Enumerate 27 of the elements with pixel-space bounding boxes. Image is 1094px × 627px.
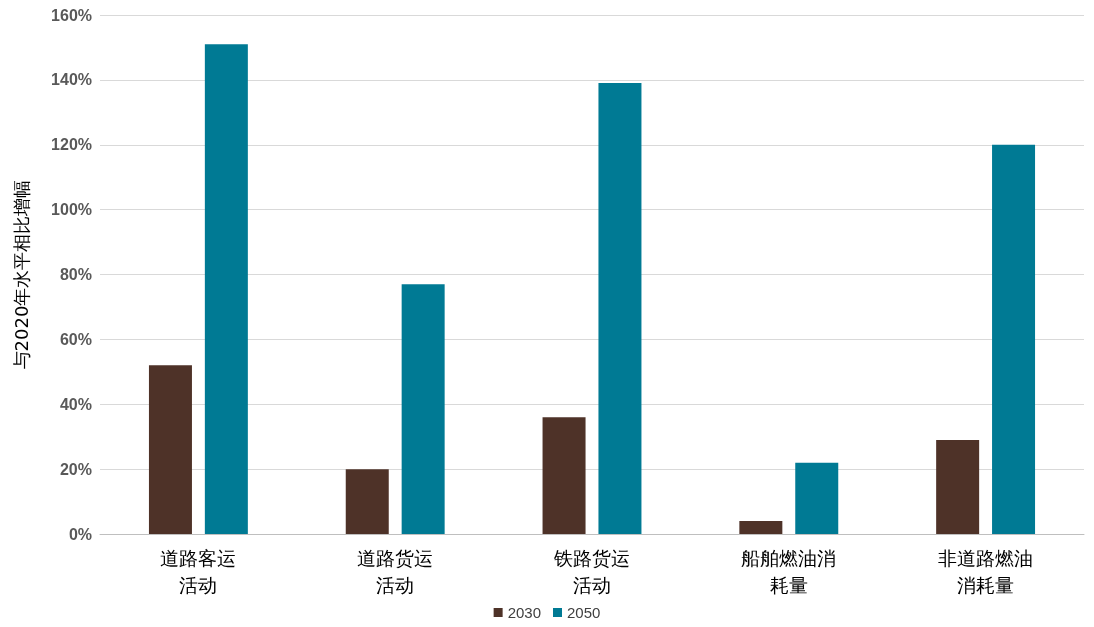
bar	[936, 439, 980, 534]
bar	[345, 469, 389, 534]
bar	[542, 417, 586, 534]
y-tick-label: 20%	[59, 460, 92, 478]
legend-label: 2050	[567, 604, 601, 621]
bar	[739, 521, 783, 534]
y-axis-title: 与2020年水平相比增幅	[10, 179, 32, 370]
bar	[795, 462, 839, 534]
y-tick-label: 60%	[59, 330, 92, 348]
bar	[401, 284, 445, 534]
x-tick-label: 非道路燃油消耗量	[938, 546, 1034, 596]
legend-label: 2030	[507, 604, 542, 621]
y-tick-label: 160%	[51, 6, 92, 24]
y-tick-label: 80%	[59, 266, 92, 283]
y-tick-label: 0%	[68, 525, 92, 543]
bar	[148, 365, 192, 534]
bar	[204, 44, 248, 534]
x-tick-label: 铁路货运活动	[553, 546, 630, 596]
x-tick-label: 道路客运活动	[160, 546, 237, 596]
bar	[598, 83, 642, 534]
y-tick-label: 100%	[51, 201, 92, 219]
y-tick-label: 140%	[51, 71, 92, 89]
y-tick-label: 120%	[51, 136, 92, 154]
bar	[992, 144, 1036, 534]
y-tick-label: 40%	[59, 395, 92, 413]
x-tick-label: 道路货运活动	[357, 546, 434, 596]
x-tick-label: 船舶燃油消耗量	[741, 546, 837, 596]
